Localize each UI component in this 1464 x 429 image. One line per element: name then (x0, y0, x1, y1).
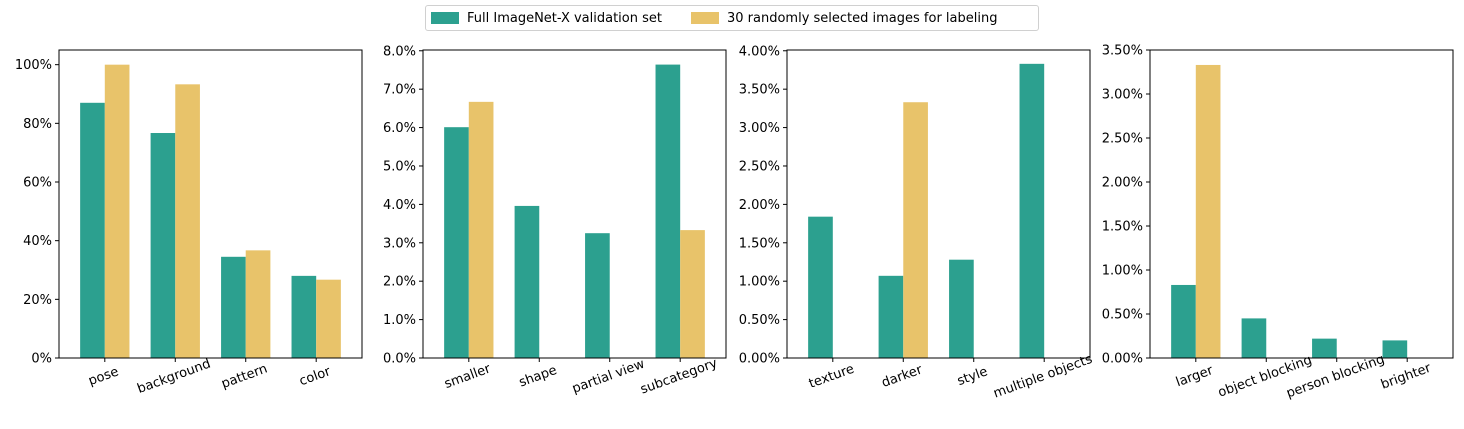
bar-darker-series-2 (903, 102, 928, 358)
y-tick-label: 0.50% (739, 313, 780, 328)
y-tick-label: 80% (23, 117, 52, 132)
y-tick-label: 1.50% (1102, 220, 1143, 235)
y-tick-label: 0.00% (739, 352, 780, 367)
chart-panel-4: 0.00% 0.50% 1.00% 1.50% 2.00% 2.50% 3.00% 3.50%… (1102, 44, 1454, 401)
legend-item-random-sample: 30 randomly selected images for labeling (690, 10, 998, 26)
x-tick-label: multiple objects (992, 352, 1095, 402)
y-tick-label: 20% (23, 293, 52, 308)
x-tick-label: pose (86, 364, 120, 389)
x-tick-label: brighter (1379, 361, 1434, 393)
y-tick-label: 60% (23, 176, 52, 191)
y-tick-label: 2.50% (739, 159, 780, 174)
bar-smaller-series-1 (444, 127, 469, 358)
bar-larger-series-1 (1171, 284, 1196, 358)
y-tick-label: 0% (31, 352, 52, 367)
bar-pattern-series-2 (245, 250, 271, 358)
chart-panel-3: 0.00% 0.50% 1.00% 1.50% 2.00% 2.50% 3.00% 3.50%… (739, 44, 1095, 401)
y-tick-label: 7.0% (383, 83, 416, 98)
legend-item-full-set: Full ImageNet-X validation set (431, 11, 662, 26)
legend-label-random-sample: 30 randomly selected images for labeling (726, 10, 998, 26)
y-tick-label: 4.0% (383, 198, 416, 213)
y-tick-label: 1.0% (383, 313, 416, 328)
y-tick-label: 1.00% (1102, 264, 1143, 279)
bar-texture-series-1 (808, 216, 833, 358)
y-tick-label: 3.00% (739, 121, 780, 136)
x-tick-label: style (955, 364, 989, 389)
bar-color-series-1 (291, 275, 317, 358)
y-tick-label: 0.0% (383, 352, 416, 367)
bar-background-series-1 (150, 133, 176, 358)
y-tick-label: 8.0% (383, 44, 416, 59)
bar-style-series-1 (949, 259, 974, 358)
y-tick-label: 100% (15, 58, 52, 73)
y-tick-label: 3.50% (1102, 44, 1143, 59)
x-tick-label: larger (1174, 363, 1216, 390)
x-tick-label: texture (807, 362, 856, 392)
bar-larger-series-2 (1195, 64, 1221, 359)
x-tick-label: background (135, 357, 212, 397)
bar-pose-series-2 (104, 64, 130, 359)
bar-pattern-series-1 (221, 256, 246, 358)
legend-swatch-random-sample (690, 12, 719, 24)
y-tick-label: 1.00% (739, 275, 780, 290)
bar-person-blocking-series-1 (1312, 338, 1337, 358)
plot-frame (1149, 49, 1454, 359)
y-tick-label: 2.50% (1102, 132, 1143, 147)
y-tick-label: 2.00% (1102, 176, 1143, 191)
bar-shape-series-1 (514, 205, 540, 358)
x-tick-label: color (297, 364, 333, 389)
x-tick-label: partial view (570, 357, 647, 397)
bar-multiple-objects-series-1 (1019, 63, 1045, 358)
bar-subcategory-series-2 (680, 230, 705, 358)
legend-swatch-full-set (431, 12, 459, 24)
y-tick-label: 5.0% (383, 159, 416, 174)
y-tick-label: 3.0% (383, 236, 416, 251)
plot-frame (58, 49, 363, 359)
y-tick-label: 40% (23, 234, 52, 249)
x-tick-label: shape (517, 363, 559, 391)
chart-panel-1: 0% 20% 40% 60% 80% 100% pose background pattern c… (15, 49, 363, 397)
x-tick-label: darker (880, 362, 925, 391)
bar-color-series-2 (316, 279, 341, 358)
x-tick-label: subcategory (639, 356, 720, 398)
y-tick-label: 2.00% (739, 198, 780, 213)
bar-smaller-series-2 (468, 101, 494, 358)
x-tick-label: smaller (442, 361, 493, 392)
y-tick-label: 3.00% (1102, 88, 1143, 103)
y-tick-label: 4.00% (739, 44, 780, 59)
bar-background-series-2 (175, 84, 200, 358)
y-tick-label: 0.50% (1102, 308, 1143, 323)
y-tick-label: 0.00% (1102, 352, 1143, 367)
legend: Full ImageNet-X validation set 30 random… (425, 5, 1039, 31)
chart-panel-2: 0.0% 1.0% 2.0% 3.0% 4.0% 5.0% 6.0% 7.0% 8.0% smal… (383, 44, 727, 398)
bar-object-blocking-series-1 (1241, 318, 1267, 358)
y-tick-label: 1.50% (739, 236, 780, 251)
bar-brighter-series-1 (1382, 340, 1408, 358)
legend-label-full-set: Full ImageNet-X validation set (467, 10, 662, 26)
bar-partial-view-series-1 (585, 233, 610, 358)
x-tick-label: pattern (220, 361, 270, 391)
bar-darker-series-1 (878, 275, 904, 358)
y-tick-label: 3.50% (739, 83, 780, 98)
bar-pose-series-1 (80, 102, 105, 358)
y-tick-label: 2.0% (383, 275, 416, 290)
y-tick-label: 6.0% (383, 121, 416, 136)
bar-subcategory-series-1 (655, 64, 681, 358)
